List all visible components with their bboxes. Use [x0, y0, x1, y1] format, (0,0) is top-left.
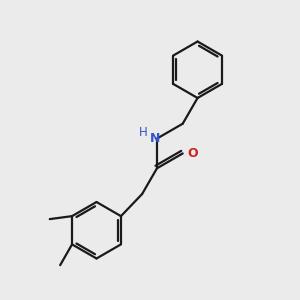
Text: H: H [139, 125, 148, 139]
Text: N: N [150, 132, 161, 145]
Text: O: O [187, 147, 198, 160]
